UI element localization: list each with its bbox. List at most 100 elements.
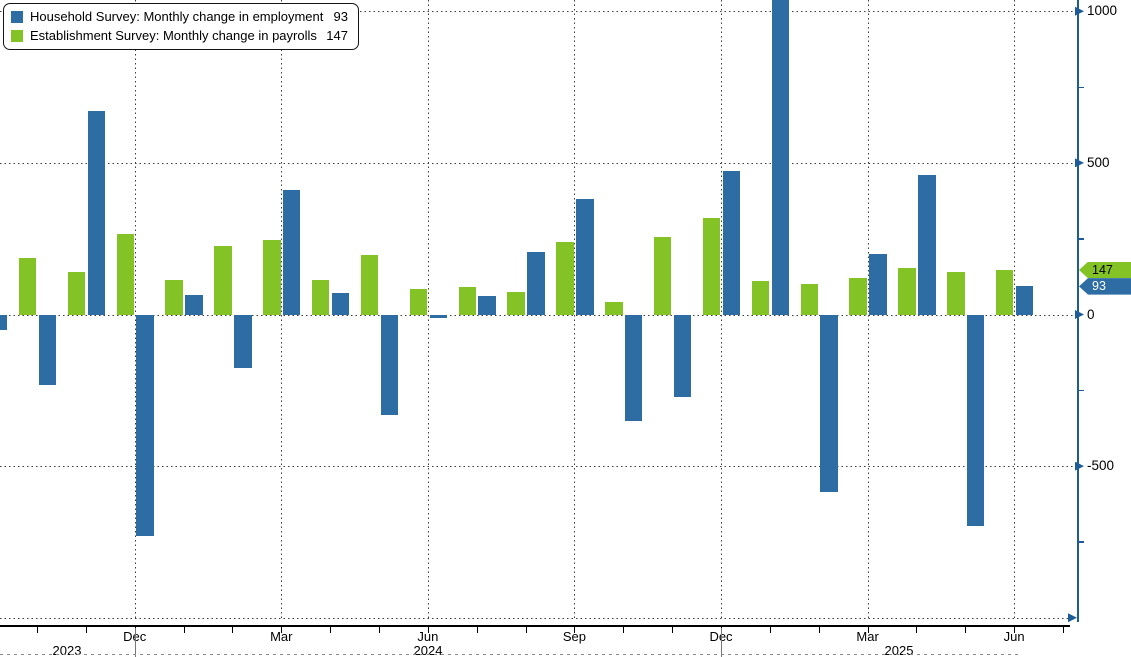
bar-household-Mar-2025 [869, 253, 887, 315]
y-axis-label-1000: 1000 [1087, 3, 1118, 19]
bar-household-May-2025 [966, 315, 985, 526]
x-axis-tick [1014, 626, 1016, 633]
bar-establishment-Jul-2024 [458, 287, 476, 315]
x-axis-tick [330, 626, 332, 633]
y-axis-minor-tick [1077, 86, 1084, 89]
x-axis-line [0, 625, 1070, 627]
x-axis-tick [232, 626, 234, 633]
bar-household-Jun-2024 [429, 315, 447, 318]
x-axis-tick [965, 626, 967, 633]
x-axis-tick [867, 626, 869, 633]
y-axis-label--500: -500 [1087, 458, 1115, 474]
y-axis-line [1077, 0, 1079, 622]
y-axis-arrow-icon [1075, 158, 1084, 168]
x-axis-tick [281, 626, 283, 633]
bar-establishment-Nov-2023 [67, 272, 86, 315]
legend-label: Establishment Survey: Monthly change in … [30, 28, 317, 43]
value-tag-establishment: 147 [1079, 261, 1131, 279]
x-axis-tick [769, 626, 771, 633]
gridline-h--1000 [0, 617, 1069, 619]
bar-establishment-Feb-2024 [214, 246, 232, 315]
bar-household-Oct-2023 [38, 315, 57, 385]
bar-household-Oct-2024 [624, 315, 643, 422]
bar-establishment-Mar-2024 [263, 240, 281, 315]
x-axis-arrow-icon [1068, 613, 1077, 623]
y-axis-minor-tick [1077, 541, 1084, 543]
bar-household-Sep-2023 [0, 315, 8, 331]
bar-household-Feb-2024 [234, 315, 252, 369]
y-axis-label-0: 0 [1087, 306, 1095, 322]
bar-establishment-Feb-2025 [800, 284, 818, 315]
x-axis-label-Jun-2025: Jun [1003, 629, 1025, 644]
bar-establishment-Jun-2024 [409, 288, 428, 315]
bar-establishment-Oct-2023 [18, 258, 37, 315]
x-axis-tick [525, 626, 527, 633]
x-axis-tick [916, 626, 918, 633]
x-axis-label-Jun-2024: Jun [417, 629, 439, 644]
x-axis-label-Mar-2024: Mar [270, 629, 293, 644]
x-axis-tick [183, 626, 185, 633]
y-axis-arrow-icon [1075, 461, 1084, 471]
y-axis-label-500: 500 [1087, 154, 1110, 170]
gridline-h-0 [0, 314, 1077, 316]
bar-household-Jan-2024 [185, 294, 203, 315]
x-axis-tick [427, 626, 429, 633]
bar-household-Nov-2023 [87, 111, 105, 315]
y-axis-minor-tick [1077, 389, 1084, 392]
value-tag-household: 93 [1079, 278, 1131, 295]
x-axis-tick [574, 626, 576, 633]
gridline-h-500 [0, 162, 1077, 164]
legend-latest-value: 93 [333, 9, 348, 24]
bar-household-Dec-2024 [722, 170, 741, 315]
legend-latest-value: 147 [326, 28, 348, 43]
year-separator [134, 628, 136, 657]
x-axis-tick [1063, 626, 1064, 633]
legend-item-establishment: Establishment Survey: Monthly change in … [11, 26, 348, 45]
bar-household-Apr-2024 [331, 293, 350, 315]
bar-establishment-May-2024 [360, 255, 379, 315]
bar-household-Jul-2024 [478, 296, 496, 315]
gridline-v-Jun-2025 [1014, 0, 1016, 618]
bar-establishment-Apr-2025 [898, 267, 916, 315]
bar-household-Nov-2024 [673, 315, 692, 397]
x-axis-label-Sep-2024: Sep [562, 629, 586, 644]
legend-box: Household Survey: Monthly change in empl… [3, 3, 359, 50]
bar-establishment-Sep-2024 [556, 241, 574, 315]
year-separator [721, 628, 722, 657]
year-label-2023: 2023 [52, 643, 82, 657]
household-series-swatch-icon [11, 10, 23, 23]
bar-establishment-Oct-2024 [605, 302, 623, 315]
bottom-dashed-line [0, 654, 1020, 655]
x-axis-tick [379, 626, 380, 633]
legend-label: Household Survey: Monthly change in empl… [30, 9, 324, 24]
year-label-2025: 2025 [884, 643, 914, 657]
x-axis-tick [476, 626, 478, 633]
gridline-v-Dec-2024 [721, 0, 722, 618]
bar-establishment-Jan-2024 [165, 279, 183, 315]
gridline-v-Jun-2024 [427, 0, 429, 618]
bar-establishment-Nov-2024 [653, 237, 672, 315]
bar-household-Feb-2025 [820, 315, 838, 493]
x-axis-tick [672, 626, 674, 633]
x-axis-label-Mar-2025: Mar [856, 629, 879, 644]
x-axis-tick [623, 626, 625, 633]
y-axis-arrow-icon [1075, 310, 1084, 319]
y-axis-arrow-icon [1075, 6, 1084, 16]
bar-establishment-Mar-2025 [849, 278, 867, 315]
gridline-h--500 [0, 466, 1077, 468]
year-label-2024: 2024 [413, 643, 443, 657]
legend-item-household: Household Survey: Monthly change in empl… [11, 7, 348, 26]
bar-household-Jan-2025 [771, 0, 789, 315]
gridline-v-Mar-2024 [281, 0, 283, 618]
x-axis-tick [37, 626, 38, 633]
gridline-h-1000 [0, 11, 1077, 13]
bar-household-Sep-2024 [576, 199, 594, 315]
bar-household-Aug-2024 [527, 252, 545, 315]
establishment-series-swatch-icon [11, 29, 23, 42]
bar-establishment-Apr-2024 [311, 279, 330, 315]
bar-household-Dec-2023 [136, 315, 154, 537]
bar-establishment-May-2025 [947, 272, 965, 315]
bar-household-May-2024 [380, 315, 399, 416]
